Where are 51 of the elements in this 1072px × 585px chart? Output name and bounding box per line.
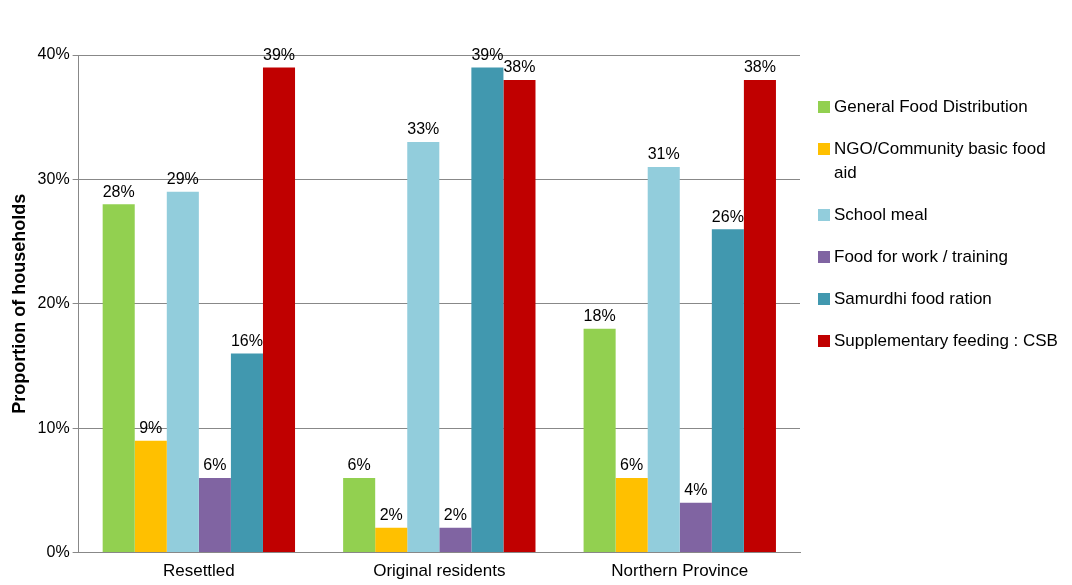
data-label: 39%	[262, 45, 296, 63]
data-label: 26%	[711, 207, 744, 225]
bar	[375, 527, 408, 553]
bar	[679, 502, 712, 553]
bar	[503, 79, 536, 553]
data-label: 16%	[230, 331, 263, 349]
data-label: 38%	[503, 58, 536, 76]
y-tick-label: 30%	[37, 169, 70, 187]
bar	[583, 328, 616, 553]
data-label: 38%	[743, 58, 776, 76]
legend-label: Samurdhi food ration	[834, 288, 992, 310]
x-tick-label: Resettled	[162, 561, 235, 581]
y-axis-title: Proportion of households	[8, 193, 29, 414]
y-tick-label: 40%	[37, 45, 70, 63]
data-label: 31%	[647, 145, 680, 163]
bar	[647, 166, 680, 553]
y-tick-label: 0%	[46, 543, 70, 561]
legend-label: School meal	[834, 204, 928, 226]
data-label: 4%	[684, 481, 708, 499]
bar	[743, 79, 776, 553]
data-label: 6%	[620, 456, 644, 474]
bar	[711, 229, 744, 553]
legend-label: Supplementary feeding : CSB	[834, 330, 1058, 352]
bar	[343, 477, 376, 553]
data-label: 33%	[407, 120, 440, 138]
y-tick-label: 20%	[37, 294, 70, 312]
legend-label: NGO/Community basic food aid	[834, 138, 1047, 184]
data-label: 2%	[443, 506, 467, 524]
bar	[407, 142, 440, 553]
bar	[230, 353, 263, 553]
data-label: 28%	[102, 182, 135, 200]
bar	[262, 67, 296, 553]
bar	[198, 477, 231, 553]
data-label: 39%	[471, 45, 504, 63]
x-tick-label: Northern Province	[611, 561, 749, 581]
bar	[166, 191, 199, 553]
data-label: 18%	[583, 307, 616, 325]
data-label: 9%	[139, 419, 163, 437]
bar	[134, 440, 167, 553]
bar	[471, 67, 504, 553]
bar	[439, 527, 472, 553]
legend-label: Food for work / training	[834, 246, 1008, 268]
data-label: 2%	[379, 506, 403, 524]
legend-label: General Food Distribution	[834, 96, 1028, 118]
data-label: 6%	[347, 456, 371, 474]
bar	[102, 204, 135, 553]
x-tick-label: Original residents	[373, 561, 506, 581]
data-label: 6%	[203, 456, 227, 474]
y-tick-label: 10%	[37, 418, 70, 436]
bar	[615, 477, 648, 553]
data-label: 29%	[166, 170, 199, 188]
